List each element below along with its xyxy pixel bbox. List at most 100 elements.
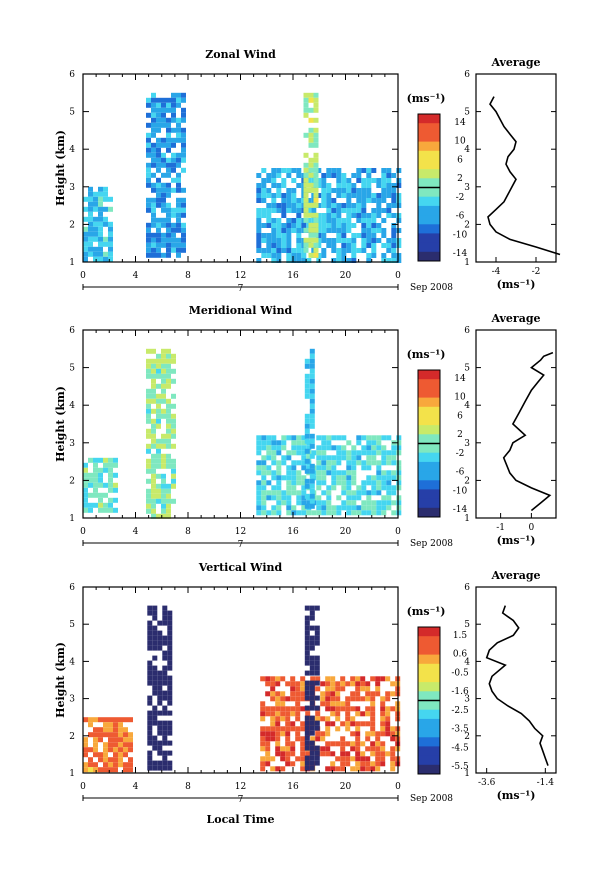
data-cell [365, 706, 371, 712]
data-cell [341, 505, 347, 511]
data-cell [103, 742, 108, 748]
data-cell [304, 493, 310, 499]
data-cell [286, 450, 292, 456]
data-cell [325, 741, 331, 747]
colorbar-swatch [418, 461, 440, 472]
data-cell [151, 468, 156, 474]
data-cell [108, 737, 113, 743]
data-cell [316, 168, 322, 173]
data-cell [295, 696, 301, 702]
data-cell [309, 403, 315, 409]
data-cell [371, 450, 377, 456]
data-cell [375, 761, 381, 767]
data-cell [386, 203, 392, 208]
data-cell [304, 418, 310, 424]
data-cell [151, 358, 156, 364]
data-cell [166, 212, 171, 218]
data-cell [146, 493, 151, 499]
data-cell [301, 475, 307, 481]
x-axis-label: Local Time [207, 813, 275, 826]
data-cell [309, 680, 315, 686]
data-cell [156, 247, 161, 253]
data-cell [309, 433, 315, 439]
data-cell [146, 348, 151, 354]
data-cell [256, 183, 262, 188]
data-cell [161, 97, 166, 103]
data-cell [381, 258, 387, 263]
data-cell [360, 741, 366, 747]
colorbar-swatch [418, 682, 440, 692]
data-cell [375, 756, 381, 762]
data-cell [93, 221, 98, 227]
data-cell [385, 716, 391, 722]
data-cell [300, 721, 306, 727]
data-cell [391, 183, 397, 188]
data-cell [113, 752, 118, 758]
data-cell [291, 505, 297, 511]
data-cell [261, 208, 267, 213]
data-cell [146, 408, 151, 414]
data-cell [167, 690, 173, 696]
data-cell [291, 480, 297, 486]
data-cell [341, 243, 347, 248]
data-cell [108, 221, 113, 227]
data-cell [360, 766, 366, 772]
data-cell [326, 465, 332, 471]
data-cell [385, 751, 391, 757]
data-cell [370, 726, 376, 732]
data-cell [376, 505, 382, 511]
data-cell [340, 756, 346, 762]
data-cell [391, 450, 397, 456]
data-cell [156, 137, 161, 143]
data-cell [301, 510, 307, 516]
data-cell [162, 670, 168, 676]
data-cell [371, 485, 377, 491]
data-cell [316, 470, 322, 476]
data-cell [321, 183, 327, 188]
x-tick-label: 20 [340, 527, 352, 537]
data-cell [270, 756, 276, 762]
data-cell [260, 706, 266, 712]
data-cell [166, 403, 171, 409]
data-cell [265, 751, 271, 757]
data-cell [276, 168, 282, 173]
data-cell [314, 665, 320, 671]
data-cell [376, 460, 382, 466]
y-tick-label: 1 [69, 769, 75, 779]
data-cell [118, 757, 123, 763]
data-cell [391, 243, 397, 248]
data-cell [326, 435, 332, 441]
data-cell [346, 188, 352, 193]
data-cell [162, 640, 168, 646]
data-cell [360, 676, 366, 682]
data-cell [176, 217, 181, 223]
data-cell [166, 398, 171, 404]
data-cell [181, 212, 186, 218]
data-cell [306, 455, 312, 461]
data-cell [330, 696, 336, 702]
data-cell [366, 213, 372, 218]
data-cell [321, 470, 327, 476]
data-cell [286, 193, 292, 198]
data-cell [296, 248, 302, 253]
data-cell [166, 142, 171, 148]
data-cell [335, 741, 341, 747]
data-cell [146, 373, 151, 379]
data-cell [271, 445, 277, 451]
data-cell [291, 485, 297, 491]
data-cell [171, 112, 176, 118]
colorbar-unit: (ms⁻¹) [407, 348, 446, 361]
data-cell [330, 751, 336, 757]
data-cell [391, 455, 397, 461]
data-cell [291, 450, 297, 456]
data-cell [261, 248, 267, 253]
data-cell [309, 493, 315, 499]
data-cell [361, 460, 367, 466]
data-cell [271, 253, 277, 258]
data-cell [156, 373, 161, 379]
data-cell [275, 676, 281, 682]
data-cell [303, 177, 309, 183]
data-cell [309, 418, 315, 424]
data-cell [266, 213, 272, 218]
data-cell [386, 188, 392, 193]
